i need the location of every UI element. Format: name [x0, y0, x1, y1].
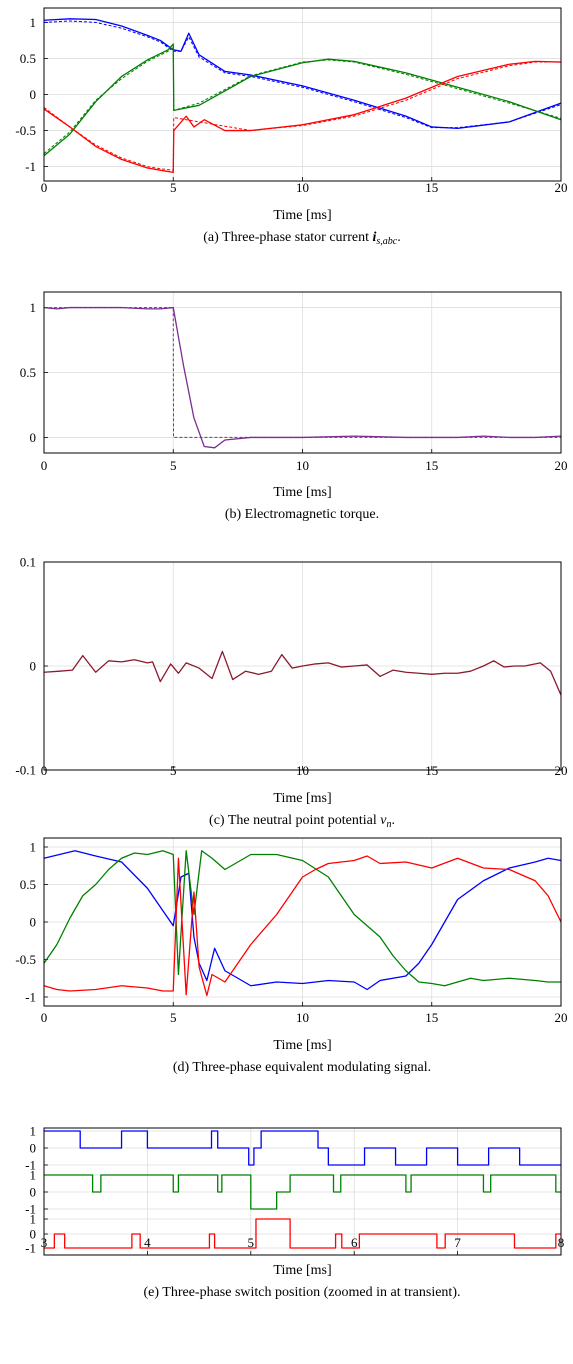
y-tick-label: -1 — [25, 990, 36, 1005]
y-tick-label: 1 — [30, 1124, 37, 1139]
x-tick-label: 15 — [425, 1010, 438, 1025]
chart-b: 0 5 10 15 20 1 0.5 0 Time [ms] (b) Electromagneti… — [20, 291, 568, 522]
y-tick-label: -0.5 — [15, 123, 36, 138]
y-tick-label: 0 — [30, 430, 37, 445]
y-tick-label: -1 — [25, 1241, 36, 1256]
y-tick-label: 0 — [30, 1227, 37, 1242]
y-tick-label: -1 — [25, 1158, 36, 1173]
x-axis-label: Time [ms] — [273, 485, 331, 500]
x-axis-label: Time [ms] — [273, 1263, 331, 1278]
figure-caption: (e) Three-phase switch position (zoomed … — [144, 1285, 461, 1300]
series-line-1 — [43, 20, 562, 129]
x-tick-label: 15 — [425, 458, 438, 473]
series-line-2 — [43, 43, 562, 157]
plot-frame — [43, 291, 562, 454]
y-tick-label: 0 — [30, 1141, 37, 1156]
y-tick-label: 1 — [30, 1212, 37, 1227]
y-tick-label: 0 — [30, 659, 37, 674]
x-axis-label: Time [ms] — [273, 1038, 331, 1053]
figure-caption: (a) Three-phase stator current is,abc. — [203, 230, 400, 247]
series-line-1 — [44, 1174, 561, 1210]
x-tick-label: 15 — [425, 180, 438, 195]
y-tick-label: 0 — [30, 87, 37, 102]
y-tick-label: -0.1 — [15, 763, 36, 778]
y-tick-label: -1 — [25, 159, 36, 174]
caption-text: (a) Three-phase stator current — [203, 230, 369, 245]
y-tick-label: 1 — [30, 840, 37, 855]
caption-end: . — [391, 813, 395, 828]
chart-d: 0 5 10 15 20 1 0.5 0 -0.5 -1 Time [ms] (d) Three-ph… — [15, 837, 568, 1075]
x-tick-label: 0 — [41, 180, 48, 195]
y-tick-label: 0.5 — [20, 365, 36, 380]
x-tick-label: 0 — [41, 1010, 48, 1025]
x-tick-label: 4 — [144, 1235, 151, 1250]
series-line-0 — [44, 1130, 561, 1166]
caption-symbol-sub: n — [386, 819, 391, 830]
plot-frame — [43, 7, 562, 182]
x-tick-label: 20 — [555, 458, 568, 473]
y-tick-label: 0.5 — [20, 51, 36, 66]
caption-text: (c) The neutral point potential — [209, 813, 377, 828]
series-line-4 — [43, 60, 562, 173]
x-tick-label: 10 — [296, 1010, 309, 1025]
figure-caption: (d) Three-phase equivalent modulating si… — [173, 1060, 431, 1075]
y-tick-label: 0 — [30, 1185, 37, 1200]
figure-caption: (b) Electromagnetic torque. — [225, 507, 379, 522]
y-tick-label: 0 — [30, 915, 37, 930]
y-tick-label: -1 — [25, 1202, 36, 1217]
plot-frame — [43, 1127, 562, 1256]
x-tick-label: 10 — [296, 458, 309, 473]
x-tick-label: 5 — [170, 458, 177, 473]
x-tick-label: 6 — [351, 1235, 358, 1250]
figure-caption: (c) The neutral point potential vn. — [209, 813, 395, 830]
x-tick-label: 20 — [555, 180, 568, 195]
chart-a: 0 5 10 15 20 1 0.5 0 -0.5 -1 Time [ms] (a) Three-ph… — [15, 7, 568, 247]
y-tick-label: 0.5 — [20, 877, 36, 892]
y-tick-label: -0.5 — [15, 952, 36, 967]
x-axis-label: Time [ms] — [273, 791, 331, 806]
caption-symbol-sub: s,abc — [376, 236, 397, 247]
series-line-2 — [43, 855, 562, 997]
plot-frame — [43, 561, 562, 771]
series-line-0 — [43, 850, 562, 991]
caption-symbol: i — [372, 230, 376, 245]
x-axis-label: Time [ms] — [273, 208, 331, 223]
series-line-3 — [43, 47, 562, 154]
y-tick-label: 0.1 — [20, 555, 36, 570]
y-tick-label: 1 — [30, 15, 37, 30]
x-tick-label: 0 — [41, 458, 48, 473]
series-line-0 — [43, 650, 562, 696]
series-line-1 — [43, 850, 561, 987]
series-line-1 — [44, 307, 561, 438]
series-line-2 — [44, 1218, 561, 1249]
y-tick-label: 1 — [30, 300, 37, 315]
series-line-0 — [43, 18, 562, 130]
x-tick-label: 7 — [454, 1235, 461, 1250]
caption-end: . — [397, 230, 401, 245]
x-tick-label: 10 — [296, 180, 309, 195]
plot-frame — [43, 837, 562, 1007]
x-tick-label: 5 — [248, 1235, 255, 1250]
x-tick-label: 5 — [170, 1010, 177, 1025]
caption-text: (d) Three-phase equivalent modulating si… — [173, 1060, 431, 1075]
x-tick-label: 5 — [170, 180, 177, 195]
series-line-0 — [43, 306, 562, 449]
caption-text: (e) Three-phase switch position (zoomed … — [144, 1285, 461, 1300]
caption-symbol: v — [380, 813, 387, 828]
y-tick-label: 1 — [30, 1168, 37, 1183]
x-tick-label: 20 — [555, 1010, 568, 1025]
caption-text: (b) Electromagnetic torque. — [225, 507, 379, 522]
